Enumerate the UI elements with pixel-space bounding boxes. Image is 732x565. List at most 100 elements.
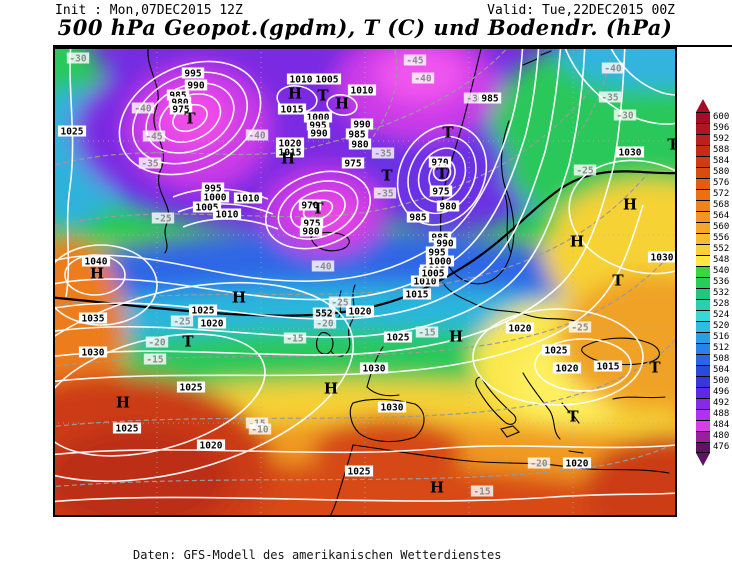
isobar-label-box [196, 439, 226, 451]
legend-color-cell [696, 365, 710, 376]
high-pressure-center: H [324, 379, 338, 397]
isobar-label: 1015 [406, 290, 429, 301]
isobar-label-box [184, 79, 208, 91]
legend-row: 580 [696, 167, 729, 178]
legend-row: 480 [696, 431, 729, 442]
isotherm-label: -10 [251, 425, 268, 436]
legend-row: 520 [696, 321, 729, 332]
isobar-label: 1020 [349, 307, 372, 318]
legend-color-cell [696, 431, 710, 442]
low-pressure-center: T [667, 135, 677, 153]
isobar-label-box [200, 191, 230, 203]
legend-value-label: 508 [713, 354, 730, 364]
isotherm-label-box [328, 296, 352, 308]
isotherm-label-box [145, 336, 169, 348]
legend-value-label: 580 [713, 167, 730, 177]
legend-color-cell [696, 112, 710, 123]
legend-row: 532 [696, 288, 729, 299]
legend-color-cell [696, 442, 710, 453]
isobar-label-box [350, 118, 374, 130]
isotherm-label: -35 [374, 149, 391, 160]
isotherm-label-box [283, 332, 307, 344]
isotherm-label-box [311, 260, 335, 272]
isobar-label: 1030 [651, 253, 674, 264]
isobar-label: 1015 [281, 105, 304, 116]
isobar-label-box [425, 255, 455, 267]
legend-value-label: 500 [713, 376, 730, 386]
legend-row: 564 [696, 211, 729, 222]
footer-source: Daten: GFS-Modell des amerikanischen Wet… [133, 548, 502, 562]
legend-value-label: 476 [713, 442, 730, 452]
isobar-label-box [615, 146, 645, 158]
isobar-label: 1000 [429, 257, 452, 268]
isobar-label: 1020 [509, 324, 532, 335]
isobar-label: 1025 [387, 333, 410, 344]
isobar-label-box [647, 251, 677, 263]
isobar-label-box [312, 73, 342, 85]
isobar-label-box [347, 84, 377, 96]
legend-arrow-down-icon [696, 453, 710, 466]
isobar-label-box [275, 146, 305, 158]
isobar-label-box [212, 208, 242, 220]
isotherm-label: -20 [316, 319, 333, 330]
legend-color-cell [696, 211, 710, 222]
legend-row: 572 [696, 189, 729, 200]
legend-color-cell [696, 310, 710, 321]
isobar-label-box [478, 92, 502, 104]
legend-value-label: 536 [713, 277, 730, 287]
legend-row: 512 [696, 343, 729, 354]
legend-value-label: 560 [713, 222, 730, 232]
legend-row: 556 [696, 233, 729, 244]
isotherm-label: -45 [145, 132, 162, 143]
legend-color-cell [696, 266, 710, 277]
legend-value-label: 540 [713, 266, 730, 276]
isobar-label: 1010 [237, 194, 260, 205]
isobar-label-box [505, 322, 535, 334]
isotherm-label-box [138, 157, 162, 169]
valid-time-label: Valid: Tue,22DEC2015 00Z [487, 3, 675, 18]
isotherm-label-box [470, 485, 494, 497]
legend-value-label: 496 [713, 387, 730, 397]
legend-row: 548 [696, 255, 729, 266]
isobar-label: 1020 [556, 364, 579, 375]
isobar-label: 975 [344, 159, 361, 170]
isobar-label-box [298, 199, 322, 211]
isotherm-label-box [573, 164, 597, 176]
legend-color-cell [696, 233, 710, 244]
isobar-label: 975 [303, 219, 320, 230]
isobar-label: 990 [310, 129, 327, 140]
legend-row: 492 [696, 398, 729, 409]
isobar-label: 1025 [116, 424, 139, 435]
legend-color-cell [696, 387, 710, 398]
low-pressure-center: T [612, 271, 624, 289]
low-pressure-center: T [649, 358, 661, 376]
high-pressure-center: H [232, 288, 246, 306]
isotherm-label: -30 [69, 54, 86, 65]
legend-color-cell [696, 200, 710, 211]
isobar-label: 990 [436, 239, 453, 250]
isobar-label: 1000 [307, 113, 330, 124]
legend-color-cell [696, 156, 710, 167]
isotherm-label-box [143, 353, 167, 365]
isobar-label-box [299, 225, 323, 237]
isotherm-label: -25 [571, 323, 588, 334]
isotherm-label: -25 [576, 166, 593, 177]
isobar-label-box [428, 231, 452, 243]
high-pressure-center: H [116, 393, 130, 411]
legend-row: 568 [696, 200, 729, 211]
high-pressure-center: H [281, 149, 295, 167]
isotherm-label-box [568, 321, 592, 333]
isobar-label-box [341, 157, 365, 169]
chart-title: 500 hPa Geopot.(gpdm), T (C) und Bodendr… [57, 15, 673, 40]
isotherm-label: -20 [148, 338, 165, 349]
isotherm-label-box [245, 129, 269, 141]
isobar-label-box [377, 401, 407, 413]
legend-row: 536 [696, 277, 729, 288]
legend-row: 508 [696, 354, 729, 365]
legend-color-cell [696, 398, 710, 409]
isobar-label-box [418, 267, 448, 279]
isobar-label: 980 [351, 140, 368, 151]
isobar-lines [53, 47, 677, 503]
legend-row: 540 [696, 266, 729, 277]
legend-color-cell [696, 222, 710, 233]
